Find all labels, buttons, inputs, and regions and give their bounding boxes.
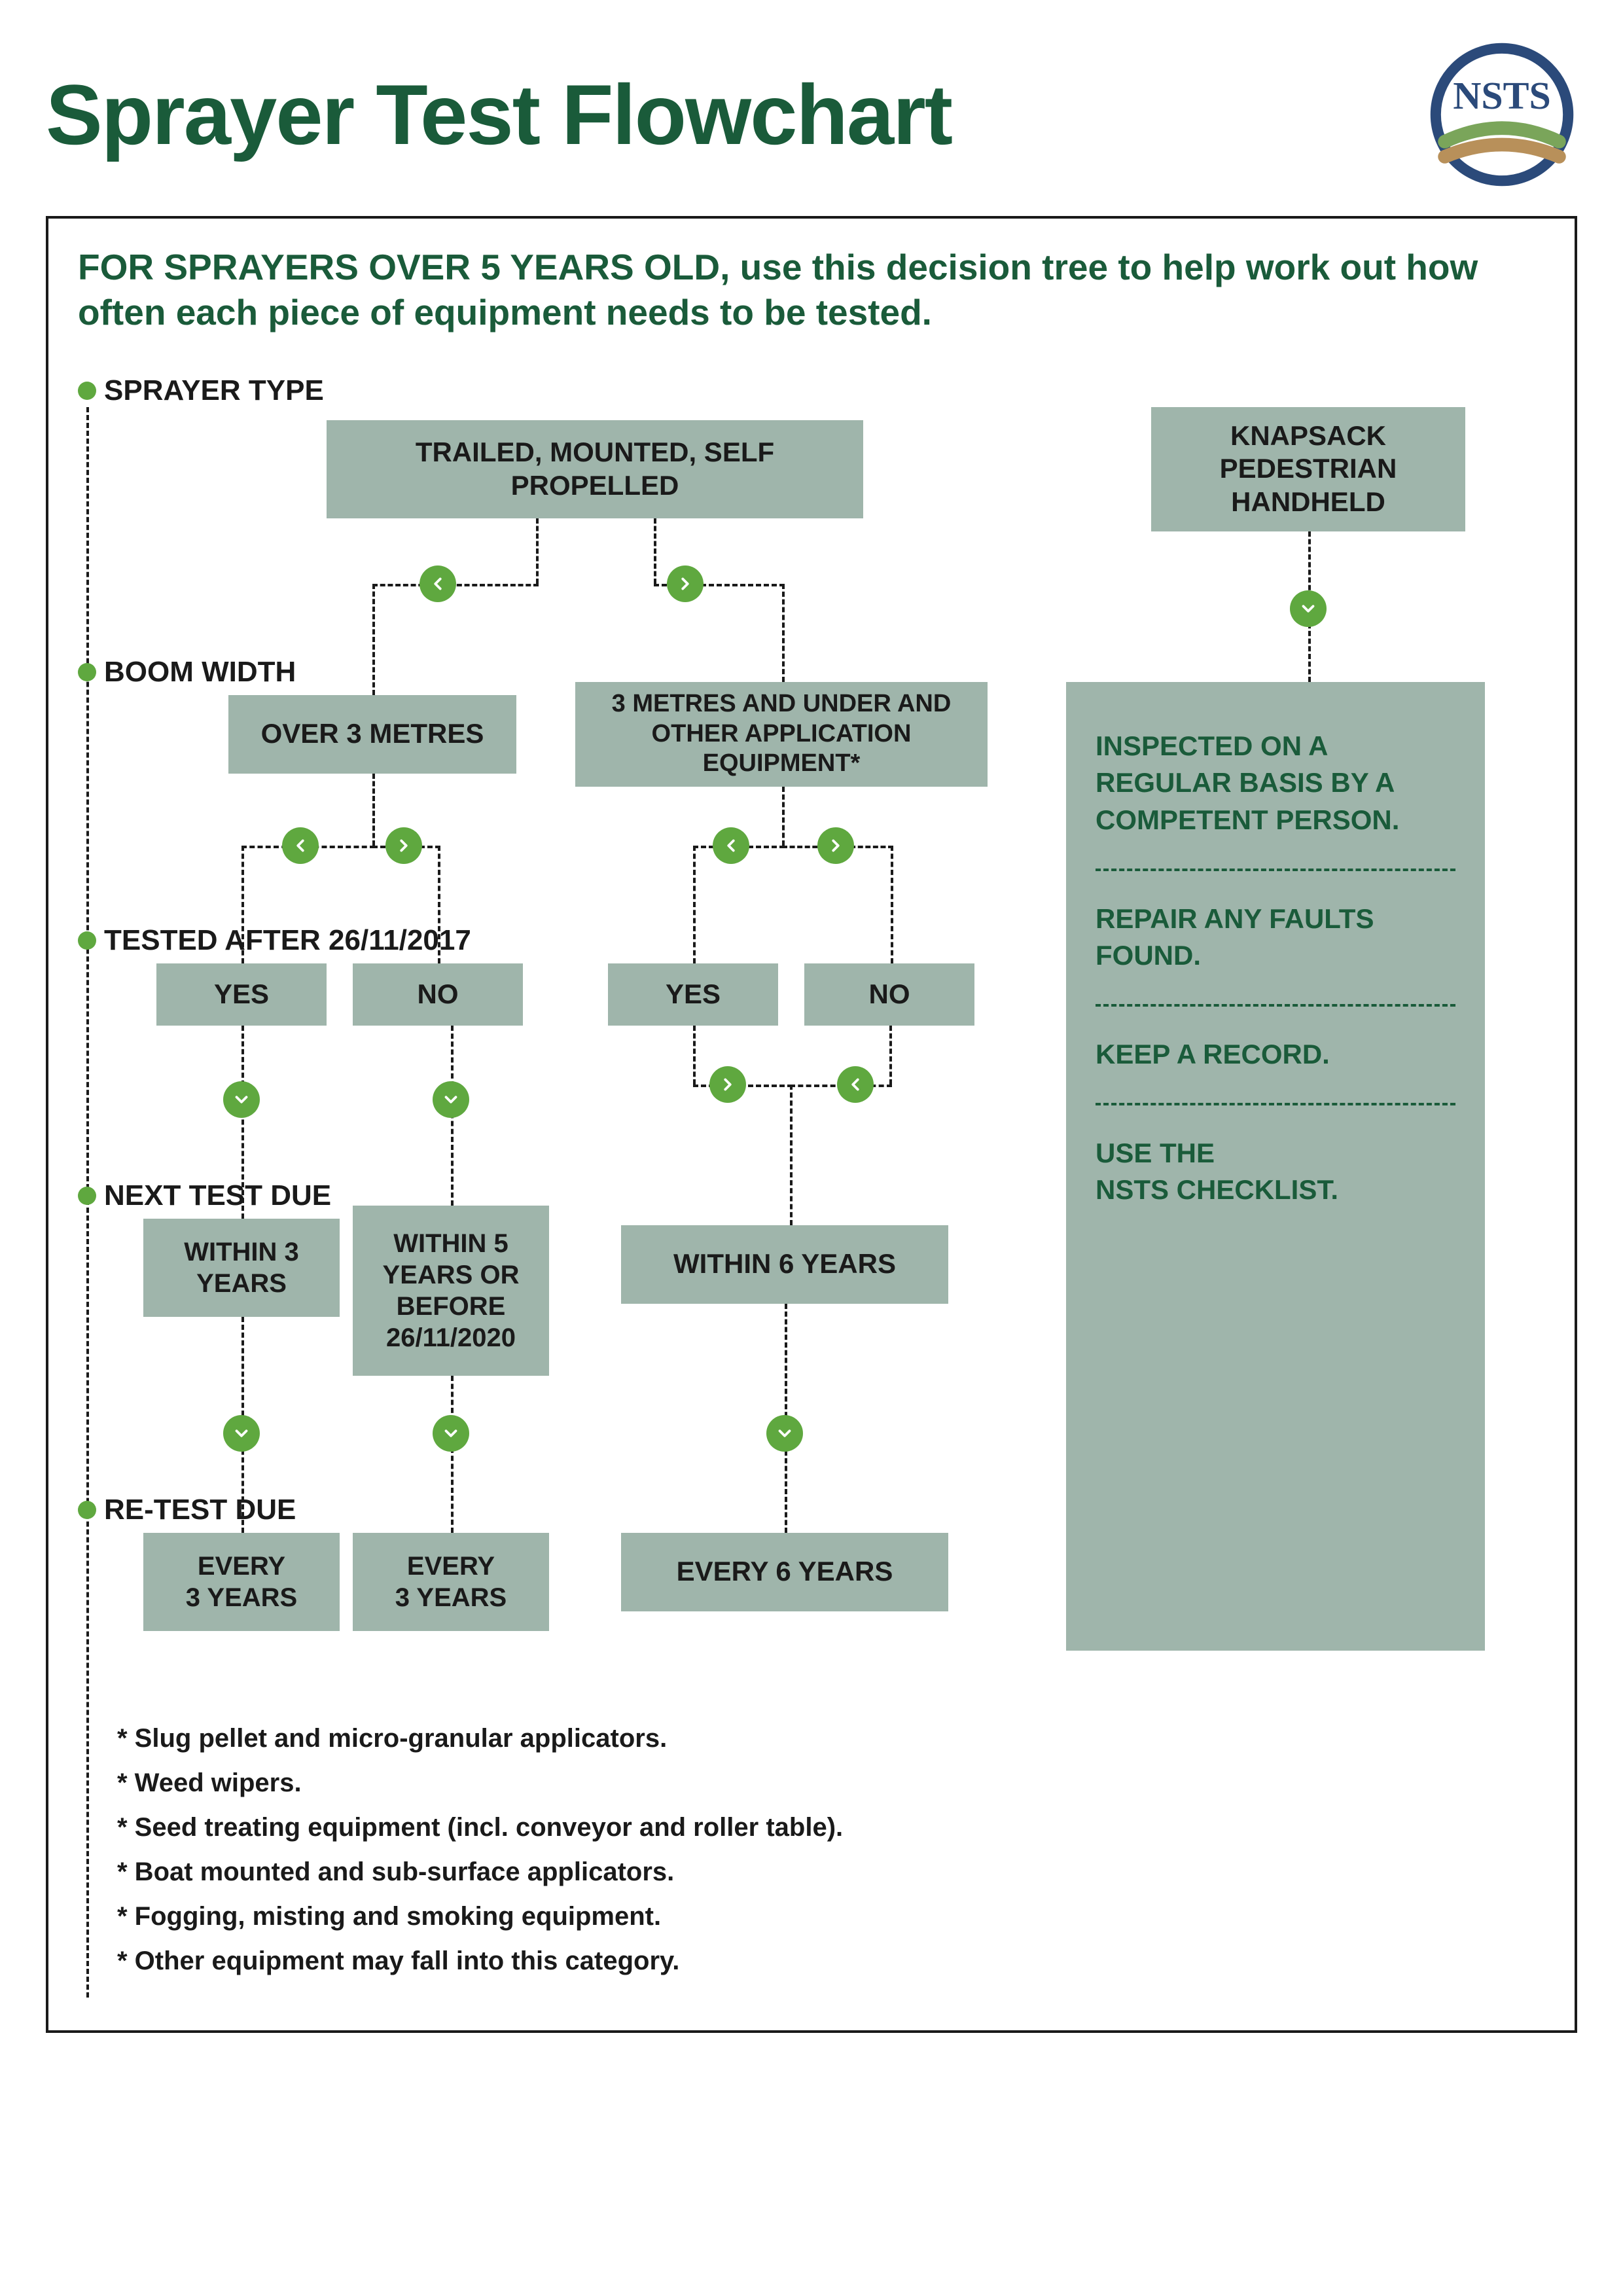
node-type-main: TRAILED, MOUNTED, SELF PROPELLED	[327, 420, 863, 518]
conn	[891, 846, 893, 963]
chevron-down-icon	[433, 1081, 469, 1118]
kp-divider	[1096, 869, 1455, 871]
node-no2: NO	[804, 963, 974, 1026]
conn	[782, 787, 785, 846]
flowchart-container: FOR SPRAYERS OVER 5 YEARS OLD, use this …	[46, 216, 1577, 2033]
svg-text:NSTS: NSTS	[1453, 74, 1551, 117]
node-yes1: YES	[156, 963, 327, 1026]
conn	[790, 1085, 793, 1225]
footnote-item: * Boat mounted and sub-surface applicato…	[117, 1850, 1519, 1894]
footnote-item: * Seed treating equipment (incl. conveyo…	[117, 1805, 1519, 1850]
section-boom-width: BOOM WIDTH	[78, 656, 296, 689]
conn	[451, 1376, 454, 1533]
node-retest-6y: EVERY 6 YEARS	[621, 1533, 948, 1611]
section-next-test: NEXT TEST DUE	[78, 1179, 331, 1212]
node-retest-3y-b: EVERY 3 YEARS	[353, 1533, 549, 1631]
node-due-6y: WITHIN 6 YEARS	[621, 1225, 948, 1304]
conn	[693, 1026, 696, 1085]
conn	[889, 1026, 892, 1085]
kp-item-4: USE THE NSTS CHECKLIST.	[1096, 1135, 1455, 1209]
chevron-down-icon	[1290, 590, 1327, 627]
conn	[438, 846, 440, 963]
conn	[536, 518, 539, 584]
conn	[693, 846, 696, 963]
chevron-down-icon	[433, 1415, 469, 1452]
page-header: Sprayer Test Flowchart NSTS	[46, 39, 1577, 190]
page-title: Sprayer Test Flowchart	[46, 65, 952, 164]
knapsack-panel: INSPECTED ON A REGULAR BASIS BY A COMPET…	[1066, 682, 1485, 1651]
node-yes2: YES	[608, 963, 778, 1026]
node-no1: NO	[353, 963, 523, 1026]
chevron-down-icon	[223, 1415, 260, 1452]
footnotes: * Slug pellet and micro-granular applica…	[117, 1716, 1519, 1983]
node-boom-over3: OVER 3 METRES	[228, 695, 516, 774]
conn	[782, 584, 785, 682]
chevron-left-icon	[837, 1066, 874, 1103]
kp-item-3: KEEP A RECORD.	[1096, 1036, 1455, 1073]
node-boom-under3: 3 METRES AND UNDER AND OTHER APPLICATION…	[575, 682, 988, 787]
conn	[654, 518, 656, 584]
kp-divider	[1096, 1004, 1455, 1007]
nsts-logo: NSTS	[1427, 39, 1577, 190]
section-tested-after: TESTED AFTER 26/11/2017	[78, 924, 471, 957]
chevron-right-icon	[667, 565, 704, 602]
chevron-right-icon	[385, 827, 422, 864]
intro-text: FOR SPRAYERS OVER 5 YEARS OLD, use this …	[78, 245, 1545, 335]
node-retest-3y-a: EVERY 3 YEARS	[143, 1533, 340, 1631]
section-retest: RE-TEST DUE	[78, 1494, 296, 1526]
footnote-item: * Slug pellet and micro-granular applica…	[117, 1716, 1519, 1761]
chevron-right-icon	[709, 1066, 746, 1103]
chevron-down-icon	[766, 1415, 803, 1452]
conn	[241, 1026, 244, 1219]
conn	[372, 774, 375, 846]
conn	[372, 584, 375, 695]
node-due-3y: WITHIN 3 YEARS	[143, 1219, 340, 1317]
chevron-down-icon	[223, 1081, 260, 1118]
footnote-item: * Weed wipers.	[117, 1761, 1519, 1805]
node-due-5y: WITHIN 5 YEARS OR BEFORE 26/11/2020	[353, 1206, 549, 1376]
kp-divider	[1096, 1103, 1455, 1105]
footnote-item: * Fogging, misting and smoking equipment…	[117, 1894, 1519, 1939]
kp-item-1: INSPECTED ON A REGULAR BASIS BY A COMPET…	[1096, 728, 1455, 839]
chevron-left-icon	[282, 827, 319, 864]
chevron-left-icon	[419, 565, 456, 602]
chevron-left-icon	[713, 827, 749, 864]
chart-area: SPRAYER TYPE BOOM WIDTH TESTED AFTER 26/…	[78, 374, 1545, 1998]
node-type-knapsack: KNAPSACK PEDESTRIAN HANDHELD	[1151, 407, 1465, 531]
kp-item-2: REPAIR ANY FAULTS FOUND.	[1096, 901, 1455, 975]
conn	[241, 846, 244, 963]
section-sprayer-type: SPRAYER TYPE	[78, 374, 324, 407]
chevron-right-icon	[817, 827, 854, 864]
footnote-item: * Other equipment may fall into this cat…	[117, 1939, 1519, 1983]
